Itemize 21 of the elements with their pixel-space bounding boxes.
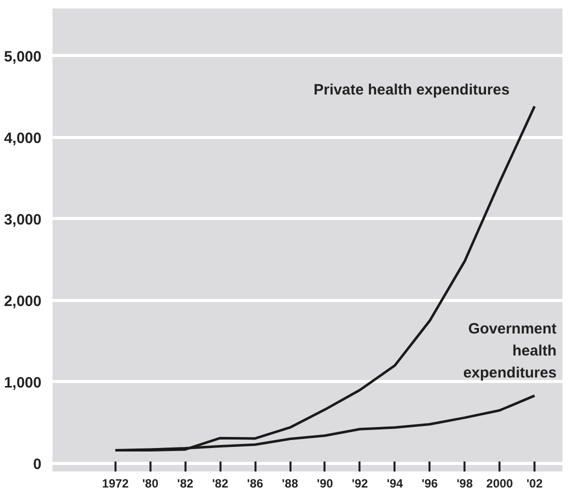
x-tick-label: '98 <box>456 476 474 490</box>
series-label: Government health expenditures <box>463 320 557 382</box>
x-tick-label: '02 <box>526 476 543 490</box>
x-tick-label: '86 <box>247 476 264 490</box>
y-tick-label: 3,000 <box>4 211 42 228</box>
x-tick-label: '82 <box>177 476 194 490</box>
y-tick-label: 5,000 <box>4 48 42 66</box>
x-tick-label: '92 <box>352 476 368 490</box>
x-tick-label: 2000 <box>486 476 514 490</box>
x-tick-label: '96 <box>422 476 438 490</box>
x-tick-label: '90 <box>316 476 334 490</box>
y-tick-label: 2,000 <box>4 292 42 310</box>
x-tick-label: '80 <box>142 476 159 490</box>
x-tick-label: 1972 <box>102 476 130 490</box>
y-tick-label: 4,000 <box>4 130 42 147</box>
y-tick-label: 1,000 <box>4 374 42 392</box>
y-tick-label: 0 <box>33 456 42 473</box>
series-label: Private health expenditures <box>314 81 510 98</box>
x-tick-label: '82 <box>212 476 229 490</box>
x-tick-label: '94 <box>386 476 404 490</box>
x-tick-label: '88 <box>282 476 298 490</box>
